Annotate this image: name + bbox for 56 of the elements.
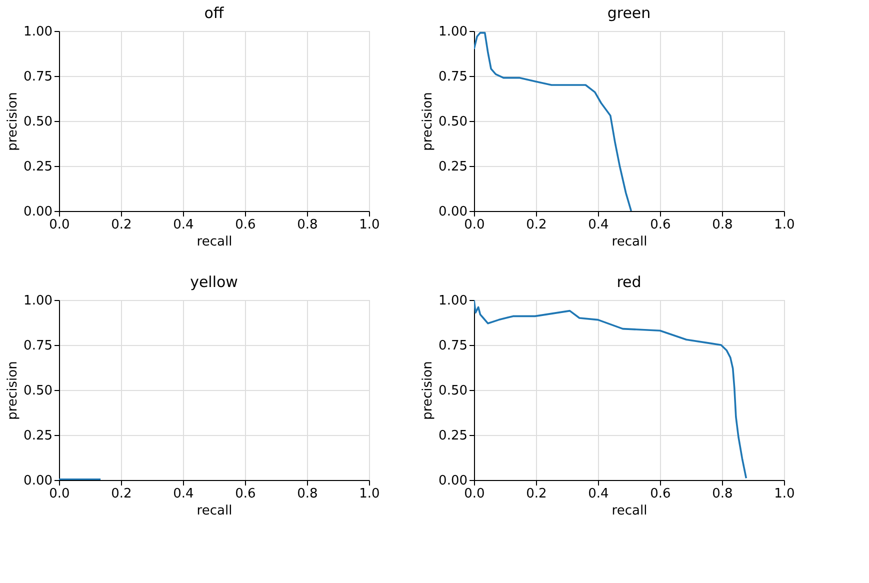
x-axis-title: recall xyxy=(196,234,232,250)
x-tick-label: 0.0 xyxy=(464,486,485,502)
x-tick-label: 0.4 xyxy=(173,486,194,502)
y-tick-label: 1.00 xyxy=(24,24,52,40)
x-tick-label: 0.4 xyxy=(588,218,609,232)
x-tick-label: 1.0 xyxy=(359,218,380,232)
x-tick-label: 1.0 xyxy=(774,218,795,232)
x-tick-label: 0.2 xyxy=(111,486,132,502)
chart-title: off xyxy=(204,4,224,22)
y-tick-label: 0.00 xyxy=(24,204,52,220)
chart-title: green xyxy=(607,4,651,22)
x-tick-label: 0.8 xyxy=(712,218,733,232)
x-tick-label: 0.6 xyxy=(235,218,256,232)
y-tick-label: 0.50 xyxy=(438,114,468,130)
y-tick-label: 0.75 xyxy=(24,70,52,84)
x-tick-label: 0.0 xyxy=(49,486,70,502)
y-tick-label: 0.50 xyxy=(438,384,468,398)
y-tick-label: 0.50 xyxy=(24,384,52,398)
y-tick-label: 0.00 xyxy=(438,204,468,220)
x-axis-title: recall xyxy=(612,504,648,518)
y-tick-label: 0.00 xyxy=(24,474,52,488)
y-axis-title: precision xyxy=(6,92,21,151)
x-tick-label: 0.2 xyxy=(526,486,547,502)
x-tick-label: 1.0 xyxy=(359,486,380,502)
x-tick-label: 0.4 xyxy=(173,218,194,232)
x-tick-label: 0.0 xyxy=(49,218,70,232)
x-tick-label: 0.6 xyxy=(650,218,671,232)
x-tick-label: 0.6 xyxy=(235,486,256,502)
y-tick-label: 1.00 xyxy=(438,294,468,308)
y-tick-label: 0.75 xyxy=(438,338,468,354)
x-tick-label: 0.8 xyxy=(712,486,733,502)
x-tick-label: 0.6 xyxy=(650,486,671,502)
x-tick-label: 0.8 xyxy=(297,486,318,502)
y-tick-label: 0.25 xyxy=(438,428,468,444)
chart-title: yellow xyxy=(190,273,238,291)
y-tick-label: 1.00 xyxy=(24,294,52,308)
y-tick-label: 0.25 xyxy=(24,428,52,444)
x-tick-label: 0.2 xyxy=(111,218,132,232)
y-tick-label: 1.00 xyxy=(438,24,468,40)
y-tick-label: 0.75 xyxy=(24,338,52,354)
y-axis-title: precision xyxy=(420,92,436,151)
y-tick-label: 0.25 xyxy=(438,160,468,174)
x-tick-label: 0.2 xyxy=(526,218,547,232)
y-tick-label: 0.50 xyxy=(24,114,52,130)
y-axis-title: precision xyxy=(420,361,436,420)
chart-title: red xyxy=(616,273,642,291)
y-tick-label: 0.25 xyxy=(24,160,52,174)
y-tick-label: 0.75 xyxy=(438,70,468,84)
x-tick-label: 1.0 xyxy=(774,486,795,502)
y-tick-label: 0.00 xyxy=(438,474,468,488)
y-axis-title: precision xyxy=(6,361,21,420)
x-tick-label: 0.8 xyxy=(297,218,318,232)
x-axis-title: recall xyxy=(612,234,648,250)
x-axis-title: recall xyxy=(196,504,232,518)
x-tick-label: 0.4 xyxy=(588,486,609,502)
x-tick-label: 0.0 xyxy=(464,218,485,232)
